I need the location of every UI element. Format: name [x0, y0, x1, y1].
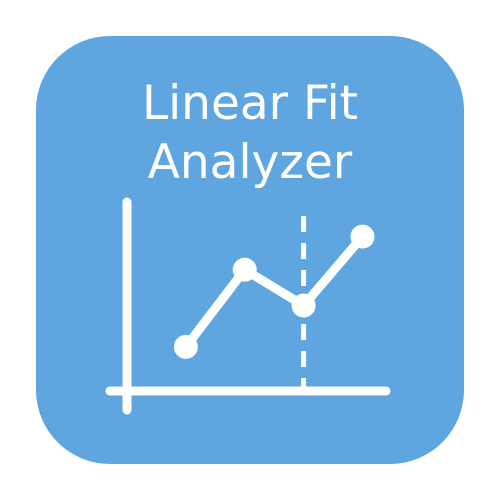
series-line — [181, 232, 367, 352]
data-point-1 — [173, 334, 198, 359]
line-chart-icon — [105, 197, 391, 415]
data-point-3 — [291, 293, 316, 318]
data-points — [173, 224, 375, 359]
data-point-4 — [350, 224, 375, 249]
app-icon: Linear Fit Analyzer — [36, 36, 464, 464]
app-title-line-1: Linear Fit — [141, 76, 359, 131]
data-point-2 — [232, 257, 257, 282]
app-title-line-2: Analyzer — [147, 135, 353, 190]
